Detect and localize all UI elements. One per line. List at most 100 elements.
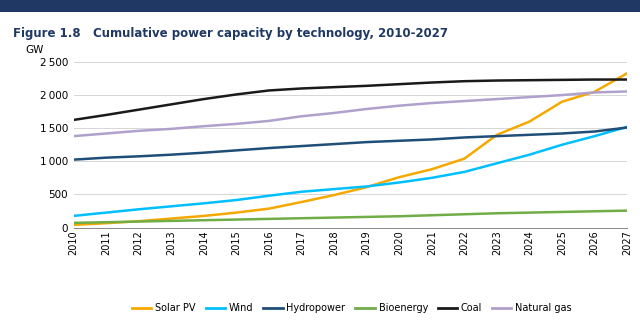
Bioenergy	[70, 221, 77, 225]
Natural gas	[623, 89, 631, 93]
Hydropower	[461, 136, 468, 139]
Solar PV	[396, 175, 403, 179]
Line: Hydropower: Hydropower	[74, 127, 627, 160]
Bioenergy	[428, 213, 436, 217]
Text: Figure 1.8: Figure 1.8	[13, 27, 81, 40]
Coal	[298, 86, 305, 90]
Solar PV	[200, 214, 208, 218]
Natural gas	[135, 129, 143, 133]
Coal	[102, 113, 110, 117]
Bioenergy	[232, 218, 240, 222]
Coal	[265, 88, 273, 92]
Solar PV	[493, 133, 500, 137]
Natural gas	[200, 124, 208, 128]
Hydropower	[168, 153, 175, 157]
Wind	[558, 143, 566, 147]
Natural gas	[461, 99, 468, 103]
Wind	[102, 211, 110, 214]
Hydropower	[330, 142, 338, 146]
Line: Coal: Coal	[74, 80, 627, 120]
Wind	[461, 170, 468, 174]
Wind	[623, 125, 631, 129]
Natural gas	[428, 101, 436, 105]
Solar PV	[135, 219, 143, 223]
Natural gas	[232, 122, 240, 126]
Bioenergy	[525, 211, 533, 214]
Bioenergy	[135, 220, 143, 224]
Wind	[591, 134, 598, 138]
Bioenergy	[265, 217, 273, 221]
Hydropower	[525, 133, 533, 137]
Legend: Solar PV, Wind, Hydropower, Bioenergy, Coal, Natural gas: Solar PV, Wind, Hydropower, Bioenergy, C…	[128, 299, 576, 317]
Natural gas	[265, 119, 273, 123]
Line: Solar PV: Solar PV	[74, 73, 627, 225]
Coal	[200, 97, 208, 101]
Solar PV	[298, 200, 305, 204]
Natural gas	[493, 97, 500, 101]
Bioenergy	[200, 218, 208, 222]
Bioenergy	[493, 211, 500, 215]
Bioenergy	[591, 209, 598, 213]
Coal	[70, 118, 77, 122]
Wind	[330, 187, 338, 191]
Coal	[363, 84, 371, 88]
Coal	[396, 82, 403, 86]
Solar PV	[461, 157, 468, 161]
Wind	[363, 185, 371, 188]
Hydropower	[135, 154, 143, 158]
Bioenergy	[461, 212, 468, 216]
Coal	[330, 85, 338, 89]
Hydropower	[102, 156, 110, 160]
Solar PV	[330, 193, 338, 197]
Solar PV	[591, 90, 598, 94]
Hydropower	[558, 132, 566, 136]
Coal	[428, 81, 436, 84]
Natural gas	[396, 104, 403, 108]
Coal	[623, 78, 631, 82]
Line: Bioenergy: Bioenergy	[74, 211, 627, 223]
Solar PV	[168, 216, 175, 220]
Solar PV	[102, 221, 110, 225]
Wind	[396, 180, 403, 184]
Bioenergy	[396, 214, 403, 218]
Wind	[493, 161, 500, 165]
Solar PV	[363, 185, 371, 189]
Hydropower	[200, 151, 208, 155]
Solar PV	[232, 211, 240, 214]
Coal	[168, 102, 175, 106]
Natural gas	[363, 107, 371, 111]
Wind	[200, 202, 208, 205]
Wind	[70, 214, 77, 218]
Bioenergy	[168, 219, 175, 223]
Hydropower	[363, 140, 371, 144]
Bioenergy	[363, 215, 371, 219]
Bioenergy	[623, 209, 631, 213]
Coal	[493, 79, 500, 83]
Solar PV	[623, 71, 631, 75]
Hydropower	[298, 144, 305, 148]
Wind	[265, 194, 273, 198]
Natural gas	[70, 134, 77, 138]
Natural gas	[330, 111, 338, 115]
Natural gas	[591, 90, 598, 94]
Hydropower	[396, 139, 403, 143]
Hydropower	[265, 146, 273, 150]
Wind	[298, 190, 305, 194]
Hydropower	[623, 125, 631, 129]
Coal	[591, 78, 598, 82]
Hydropower	[428, 137, 436, 141]
Coal	[232, 93, 240, 97]
Y-axis label: GW: GW	[26, 45, 44, 55]
Hydropower	[232, 149, 240, 152]
Natural gas	[298, 114, 305, 118]
Hydropower	[70, 158, 77, 162]
Natural gas	[102, 132, 110, 136]
Coal	[558, 78, 566, 82]
Coal	[461, 79, 468, 83]
Line: Natural gas: Natural gas	[74, 91, 627, 136]
Text: Cumulative power capacity by technology, 2010-2027: Cumulative power capacity by technology,…	[93, 27, 448, 40]
Line: Wind: Wind	[74, 127, 627, 216]
Wind	[525, 153, 533, 157]
Solar PV	[70, 223, 77, 227]
Hydropower	[493, 134, 500, 138]
